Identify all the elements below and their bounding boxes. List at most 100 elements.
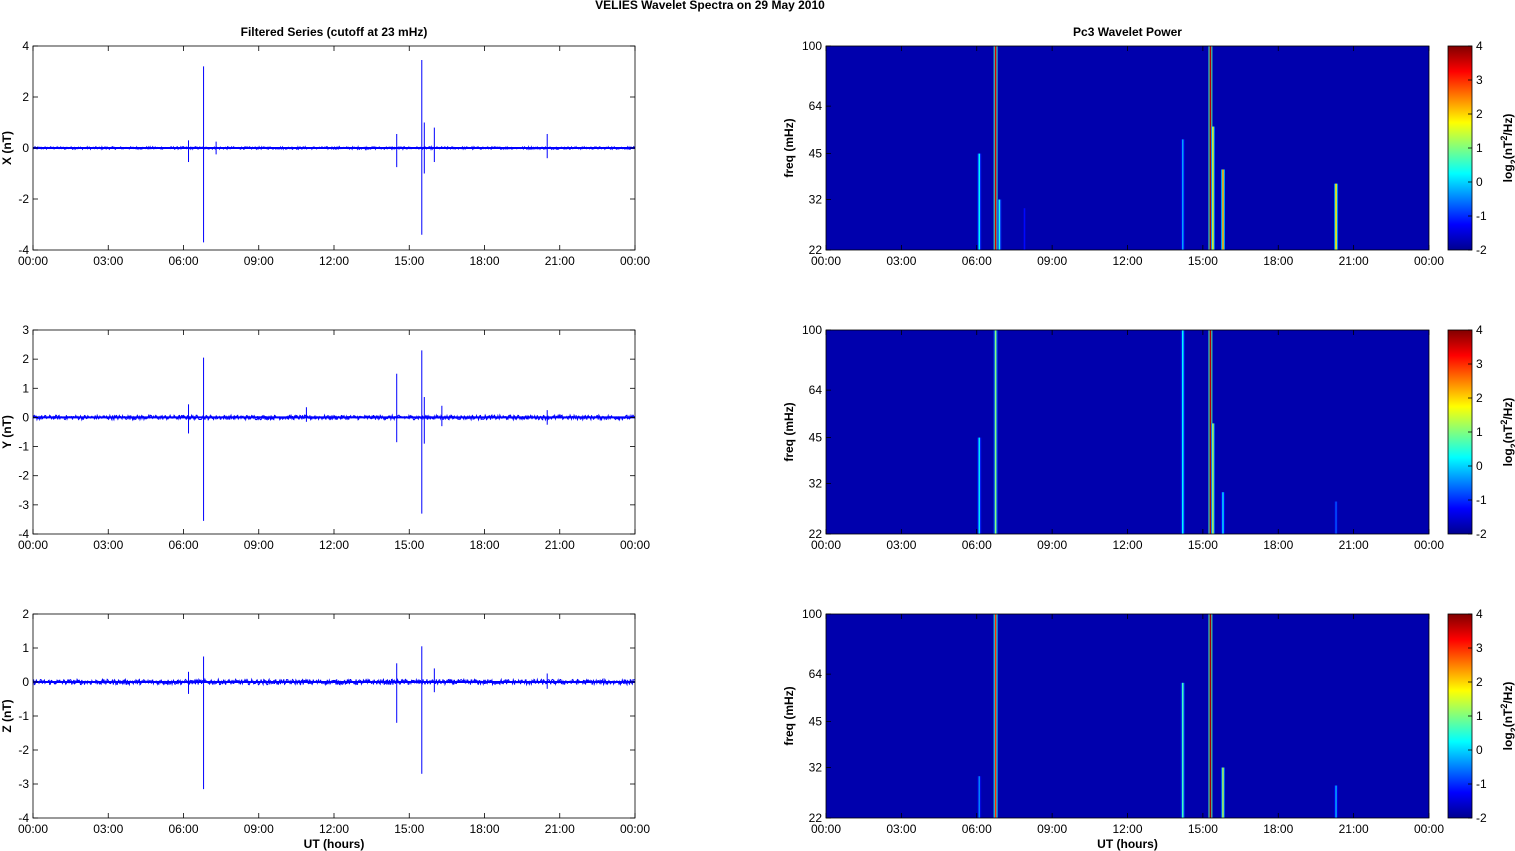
y-tick-label: 32	[809, 477, 823, 491]
x-tick-label: 12:00	[319, 822, 349, 836]
x-tick-label: 12:00	[319, 538, 349, 552]
x-tick-label: 09:00	[244, 822, 274, 836]
y-tick-label: -2	[18, 469, 29, 483]
y-tick-label: 45	[809, 147, 823, 161]
x-tick-label: 21:00	[1339, 254, 1369, 268]
chart-panel-3: -4 -3 -2 -1 0 1 2 Z (nT) 00:00 03:00 06:00 09:00 12:…	[0, 607, 650, 851]
chart-title: Filtered Series (cutoff at 23 mHz)	[241, 25, 428, 39]
streak-core	[1222, 767, 1224, 818]
power-streak-6	[1334, 785, 1339, 818]
x-tick-label: 09:00	[244, 254, 274, 268]
x-tick-label: 00:00	[1414, 254, 1444, 268]
colorbar-tick-label: 4	[1476, 39, 1483, 53]
colorbar-tick-label: 0	[1476, 459, 1483, 473]
streak-core	[1181, 330, 1184, 534]
y-tick-label: 100	[802, 607, 822, 621]
x-tick-label: 15:00	[1188, 538, 1218, 552]
heatmap-background	[826, 330, 1429, 534]
x-tick-label: 21:00	[545, 254, 575, 268]
y-tick-label: 1	[22, 641, 29, 655]
y-tick-label: -3	[18, 777, 29, 791]
y-tick-label: 2	[22, 90, 29, 104]
y-tick-label: 2	[22, 352, 29, 366]
streak-core	[1222, 492, 1224, 534]
x-tick-label: 18:00	[1263, 822, 1293, 836]
charts-container: -4 -2 0 2 4 X (nT) 00:00 03:00 06:00 09:00 12:00 15…	[0, 25, 1515, 851]
y-tick-label: 22	[809, 527, 823, 541]
chart-panel-4: 22 32 45 64 100 freq (mHz) -2 -1 0 1 2 3 4 log2(nT2/H…	[782, 25, 1515, 268]
power-streak-5	[1220, 767, 1225, 818]
colorbar: -2 -1 0 1 2 3 4 log2(nT2/Hz)	[1447, 323, 1515, 541]
streak-core	[978, 153, 981, 250]
colorbar-tick-label: 1	[1476, 425, 1483, 439]
colorbar-tick-label: 4	[1476, 323, 1483, 337]
colorbar-tick-label: 4	[1476, 607, 1483, 621]
colorbar-tick-label: 2	[1476, 391, 1483, 405]
plot-area	[33, 330, 635, 534]
x-tick-label: 00:00	[811, 822, 841, 836]
colorbar-tick-label: 2	[1476, 107, 1483, 121]
x-tick-label: 06:00	[962, 538, 992, 552]
x-tick-label: 21:00	[545, 822, 575, 836]
y-tick-label: -3	[18, 498, 29, 512]
x-tick-label: 00:00	[18, 254, 48, 268]
streak-core	[1335, 183, 1337, 250]
x-tick-label: 06:00	[168, 254, 198, 268]
streak-core	[1212, 126, 1214, 250]
colorbar-label: log2(nT2/Hz)	[1499, 682, 1515, 751]
y-tick-label: 45	[809, 715, 823, 729]
power-streak-7	[1210, 126, 1215, 250]
y-tick-label: -1	[18, 709, 29, 723]
power-streak-1	[977, 437, 982, 534]
streak-core	[1335, 501, 1337, 534]
chart-panel-5: 22 32 45 64 100 freq (mHz) -2 -1 0 1 2 3 4 log2(nT2/H…	[782, 323, 1515, 552]
y-tick-label: 64	[809, 383, 823, 397]
x-tick-label: 18:00	[469, 254, 499, 268]
streak-core	[1209, 46, 1212, 250]
figure-title: VELIES Wavelet Spectra on 29 May 2010	[595, 0, 825, 12]
power-streak-2	[993, 614, 998, 818]
x-tick-label: 00:00	[18, 538, 48, 552]
y-tick-label: -4	[18, 243, 29, 257]
x-tick-label: 06:00	[168, 538, 198, 552]
chart-panel-2: -4 -3 -2 -1 0 1 2 3 Y (nT) 00:00 03:00 06:00 09:00 12…	[0, 323, 650, 552]
power-streak-6	[1208, 46, 1213, 250]
colorbar: -2 -1 0 1 2 3 4 log2(nT2/Hz)	[1447, 607, 1515, 825]
heatmap-background	[826, 46, 1429, 250]
y-tick-label: -4	[18, 527, 29, 541]
x-tick-label: 00:00	[620, 822, 650, 836]
y-tick-label: 1	[22, 381, 29, 395]
power-streak-2	[993, 46, 998, 250]
x-tick-label: 18:00	[469, 538, 499, 552]
x-tick-label: 12:00	[1112, 254, 1142, 268]
y-tick-label: 64	[809, 99, 823, 113]
colorbar-tick-label: -1	[1476, 209, 1487, 223]
x-tick-label: 15:00	[394, 538, 424, 552]
y-tick-label: 100	[802, 323, 822, 337]
plot-area	[33, 614, 635, 818]
power-streak-7	[1334, 501, 1339, 534]
x-tick-label: 00:00	[1414, 822, 1444, 836]
power-streak-2	[993, 330, 998, 534]
y-tick-label: 3	[22, 323, 29, 337]
streak-core	[998, 199, 1001, 250]
streak-core	[1335, 785, 1337, 818]
x-tick-label: 03:00	[93, 254, 123, 268]
chart-panel-1: -4 -2 0 2 4 X (nT) 00:00 03:00 06:00 09:00 12:00 15…	[0, 25, 650, 268]
y-tick-label: 64	[809, 667, 823, 681]
y-tick-label: -2	[18, 192, 29, 206]
chart-title: Pc3 Wavelet Power	[1073, 25, 1182, 39]
power-streak-6	[1220, 492, 1225, 534]
y-tick-label: -4	[18, 811, 29, 825]
x-tick-label: 12:00	[1112, 822, 1142, 836]
power-streak-3	[1180, 330, 1185, 534]
streak-core	[1222, 169, 1224, 250]
power-streak-4	[1022, 208, 1027, 250]
x-axis-label: UT (hours)	[1097, 837, 1158, 851]
y-axis-label: Y (nT)	[0, 415, 14, 449]
x-tick-label: 09:00	[1037, 254, 1067, 268]
streak-core	[1181, 682, 1184, 818]
y-axis-label: X (nT)	[0, 131, 14, 165]
series-trace	[32, 677, 636, 687]
